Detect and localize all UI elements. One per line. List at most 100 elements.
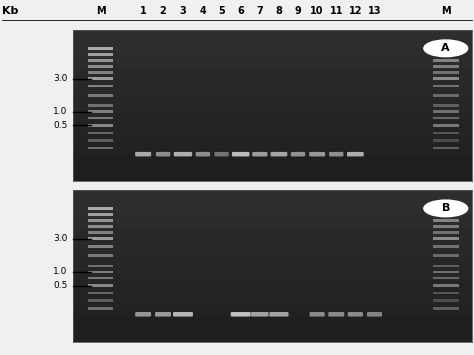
Bar [88, 299, 113, 302]
Bar [88, 71, 113, 74]
Bar [88, 219, 113, 222]
Bar [88, 147, 113, 149]
Bar [88, 245, 113, 247]
FancyBboxPatch shape [367, 312, 382, 317]
Bar [433, 53, 459, 56]
FancyBboxPatch shape [196, 152, 210, 157]
Circle shape [424, 200, 468, 217]
Text: 10: 10 [310, 6, 324, 16]
Bar [88, 104, 113, 107]
Text: 1.0: 1.0 [54, 267, 68, 277]
FancyBboxPatch shape [155, 312, 171, 317]
FancyBboxPatch shape [328, 312, 344, 317]
Bar [433, 104, 459, 107]
Text: 3.0: 3.0 [54, 74, 68, 83]
Bar [433, 94, 459, 97]
Text: 11: 11 [329, 6, 343, 16]
Bar [433, 307, 459, 310]
Bar [433, 284, 459, 287]
Bar [88, 277, 113, 279]
Bar [433, 132, 459, 135]
Bar [433, 277, 459, 279]
Text: 8: 8 [275, 6, 283, 16]
Bar [433, 231, 459, 234]
Bar [433, 77, 459, 80]
Text: 7: 7 [256, 6, 263, 16]
FancyBboxPatch shape [232, 152, 249, 157]
Text: 1.0: 1.0 [54, 107, 68, 116]
FancyBboxPatch shape [156, 152, 170, 157]
Bar [88, 116, 113, 119]
FancyBboxPatch shape [310, 312, 325, 317]
Text: 0.5: 0.5 [54, 121, 68, 130]
Bar [433, 139, 459, 142]
FancyBboxPatch shape [214, 152, 229, 157]
Text: 2: 2 [160, 6, 166, 16]
FancyBboxPatch shape [174, 152, 192, 157]
Bar [88, 225, 113, 228]
Bar [88, 47, 113, 50]
Bar [433, 225, 459, 228]
Bar [433, 245, 459, 247]
Bar [88, 110, 113, 113]
Bar [88, 59, 113, 62]
Bar [433, 116, 459, 119]
Text: 12: 12 [348, 6, 362, 16]
Bar [88, 284, 113, 287]
Bar [433, 237, 459, 240]
Text: 6: 6 [237, 6, 244, 16]
Text: A: A [441, 43, 450, 53]
Bar [88, 254, 113, 257]
FancyBboxPatch shape [173, 312, 193, 317]
Bar [88, 139, 113, 142]
Bar [433, 299, 459, 302]
Circle shape [424, 40, 468, 57]
Bar [433, 59, 459, 62]
Text: 3.0: 3.0 [54, 234, 68, 243]
Bar [433, 85, 459, 87]
Text: 0.5: 0.5 [54, 281, 68, 290]
Bar [88, 264, 113, 267]
FancyBboxPatch shape [252, 152, 267, 157]
Bar [88, 213, 113, 216]
FancyBboxPatch shape [309, 152, 325, 157]
Bar [433, 207, 459, 210]
Bar [433, 292, 459, 295]
Text: M: M [441, 6, 451, 16]
Bar [433, 47, 459, 50]
FancyBboxPatch shape [231, 312, 251, 317]
Bar [433, 213, 459, 216]
FancyBboxPatch shape [251, 312, 269, 317]
Bar [88, 94, 113, 97]
FancyBboxPatch shape [291, 152, 305, 157]
Bar [88, 124, 113, 127]
Bar [433, 110, 459, 113]
Text: B: B [442, 203, 450, 213]
Bar [88, 65, 113, 68]
Bar [88, 53, 113, 56]
FancyBboxPatch shape [135, 312, 151, 317]
FancyBboxPatch shape [347, 152, 364, 157]
FancyBboxPatch shape [271, 152, 287, 157]
Bar [88, 231, 113, 234]
Bar [88, 132, 113, 135]
Bar [88, 85, 113, 87]
Bar [88, 77, 113, 80]
Bar [433, 264, 459, 267]
Text: 9: 9 [295, 6, 301, 16]
Bar [88, 271, 113, 273]
FancyBboxPatch shape [269, 312, 289, 317]
Bar [433, 254, 459, 257]
FancyBboxPatch shape [135, 152, 151, 157]
Bar [433, 124, 459, 127]
Bar [88, 207, 113, 210]
Text: 1: 1 [140, 6, 146, 16]
Text: 5: 5 [218, 6, 225, 16]
Text: 13: 13 [368, 6, 381, 16]
Text: 3: 3 [180, 6, 186, 16]
Bar [88, 307, 113, 310]
Bar [88, 292, 113, 295]
Text: Kb: Kb [2, 6, 19, 16]
Text: 4: 4 [200, 6, 206, 16]
Bar [433, 71, 459, 74]
